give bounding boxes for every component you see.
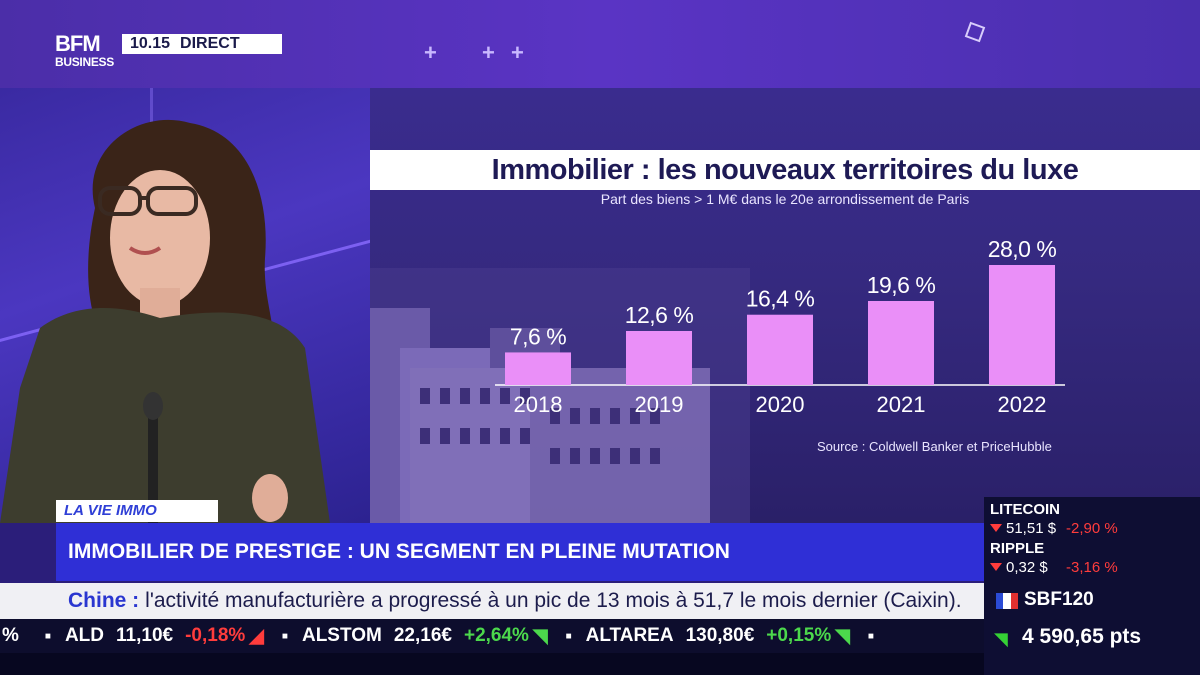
presenter-image [0,119,330,523]
news-keyword: Chine : [68,589,140,612]
live-label: DIRECT [180,35,240,52]
clock-live-box: 10.15 DIRECT [122,34,282,54]
segment-tag: LA VIE IMMO [56,500,218,522]
bar-2018 [505,352,571,385]
market-name: RIPPLE [990,540,1045,557]
ticker-lead: % [2,625,19,646]
channel-logo: BFM BUSINESS [55,33,117,73]
market-name: LITECOIN [990,501,1060,518]
stock-ticker: % ■ ALD 11,10€ -0,18% ◢ ■ ALSTOM 22,16€ … [0,619,984,653]
down-arrow-icon [990,563,1002,571]
crypto-market-box: LITECOIN 51,51 $ -2,90 % RIPPLE 0,32 $ -… [984,497,1200,583]
up-arrow-icon: ◥ [835,625,850,647]
bar-2021 [868,301,934,385]
bar-2020 [747,314,813,385]
sparkle-icon: + [424,40,437,65]
ticker-stock-price: 11,10€ [116,625,174,646]
news-text: l'activité manufacturière a progressé à … [145,589,962,612]
diamond-icon [964,21,986,43]
ticker-separator: ■ [867,630,874,642]
chart-source: Source : Coldwell Banker et PriceHubble [817,439,1052,454]
chart-title-bar: Immobilier : les nouveaux territoires du… [370,150,1200,190]
x-tick-label: 2018 [514,392,563,417]
bar-value-label: 7,6 % [510,323,566,349]
clock-time: 10.15 [130,35,171,52]
logo-bfm-text: BFM [55,31,101,56]
ticker-stock-change: +2,64% [463,625,529,646]
france-flag-icon [996,593,1018,609]
bar-2022 [989,265,1055,385]
x-tick-label: 2020 [756,392,805,417]
chart-subtitle: Part des biens > 1 M€ dans le 20e arrond… [600,191,970,207]
ticker-separator: ■ [281,630,288,642]
ticker-stock-name: ALSTOM [301,625,382,646]
index-value: 4 590,65 pts [1022,625,1142,648]
ticker-stock-change: +0,15% [766,625,832,646]
logo-business-text: BUSINESS [55,55,114,69]
index-name: SBF120 [1024,589,1094,610]
chart-panel: Immobilier : les nouveaux territoires du… [370,88,1200,523]
headline: IMMOBILIER DE PRESTIGE : UN SEGMENT EN P… [56,523,984,581]
bar-2019 [626,331,692,385]
sparkle-icon: + [511,40,524,65]
ticker-stock-change: -0,18% [185,625,246,646]
bar-value-label: 12,6 % [625,302,694,328]
ticker-stock-price: 130,80€ [685,625,755,646]
x-tick-label: 2022 [998,392,1047,417]
news-ticker: Chine : l'activité manufacturière a prog… [0,583,984,619]
market-change: -2,90 % [1066,520,1118,537]
ticker-stock-price: 22,16€ [393,625,452,646]
top-banner: BFM BUSINESS 10.15 DIRECT + + + [0,0,1200,88]
up-arrow-icon: ◥ [994,629,1008,649]
ticker-stock-name: ALD [64,625,105,646]
ticker-separator: ■ [44,630,51,642]
ticker-separator: ■ [565,630,572,642]
bottom-strip [0,653,1200,675]
x-tick-label: 2019 [635,392,684,417]
market-change: -3,16 % [1066,559,1118,576]
chart-title: Immobilier : les nouveaux territoires du… [491,154,1079,186]
market-price: 51,51 $ [1006,520,1057,537]
studio-background [0,88,370,523]
bar-value-label: 28,0 % [988,236,1057,262]
bar-chart: 7,6 % 2018 12,6 % 2019 16,4 % 2020 19,6 % 2021 2… [495,236,1065,417]
ticker-stock-name: ALTAREA [585,625,674,646]
down-arrow-icon: ◢ [249,625,264,647]
bar-value-label: 19,6 % [867,272,936,298]
down-arrow-icon [990,524,1002,532]
up-arrow-icon: ◥ [532,625,548,647]
index-box: SBF120 ◥ 4 590,65 pts [984,583,1200,675]
bar-value-label: 16,4 % [746,286,815,312]
x-tick-label: 2021 [877,392,926,417]
sparkle-icon: + [482,40,495,65]
market-price: 0,32 $ [1006,559,1048,576]
